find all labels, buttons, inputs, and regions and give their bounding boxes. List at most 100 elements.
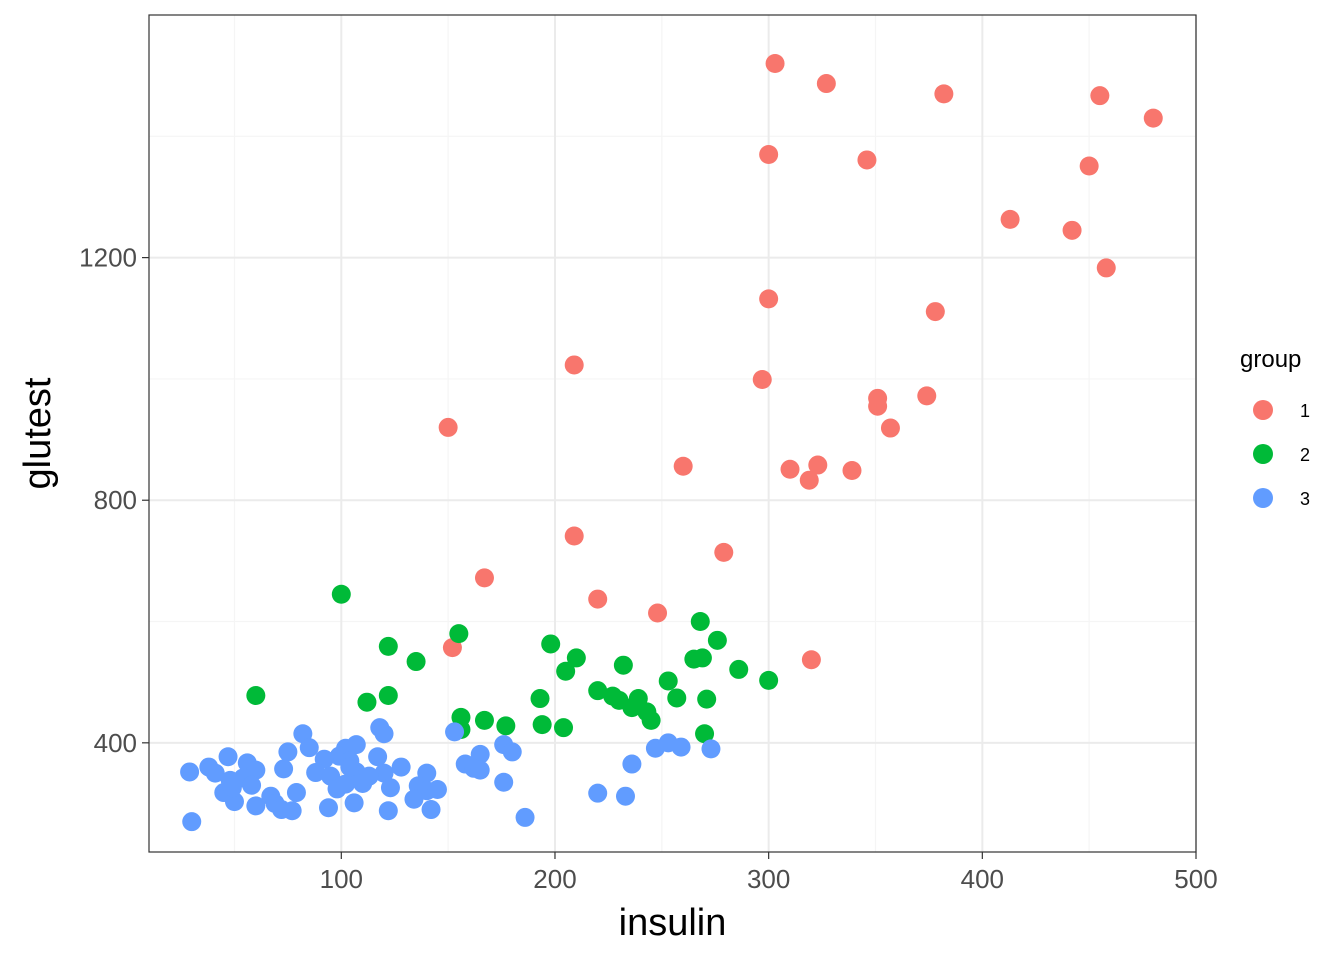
data-point [336, 774, 356, 794]
series-2 [246, 584, 779, 744]
data-point [588, 783, 608, 803]
data-point [205, 763, 225, 783]
data-point [1090, 86, 1110, 106]
data-point [588, 681, 608, 701]
data-point [880, 418, 900, 438]
y-tick-label: 1200 [79, 243, 137, 273]
data-point [658, 671, 678, 691]
series-1 [438, 54, 1163, 670]
data-point [808, 455, 828, 475]
data-point [218, 747, 238, 767]
data-point [515, 807, 535, 827]
data-point [714, 542, 734, 562]
data-point [1079, 156, 1099, 176]
data-point [438, 417, 458, 437]
y-axis-title: glutest [17, 377, 59, 489]
data-point [282, 801, 302, 821]
data-point [690, 612, 710, 632]
data-point [1096, 258, 1116, 278]
legend-item-1: 1 [1253, 400, 1310, 421]
data-point [494, 772, 514, 792]
data-point [182, 812, 202, 832]
data-point [667, 688, 687, 708]
data-point [842, 460, 862, 480]
data-point [917, 386, 937, 406]
data-point [380, 778, 400, 798]
data-point [615, 786, 635, 806]
data-point [224, 792, 244, 812]
legend-label: 1 [1300, 401, 1310, 421]
data-point [331, 584, 351, 604]
data-point [378, 686, 398, 706]
data-point [752, 370, 772, 390]
x-tick-label: 300 [747, 864, 790, 894]
data-point [496, 716, 516, 736]
data-point [274, 759, 294, 779]
data-point [707, 630, 727, 650]
data-point [799, 470, 819, 490]
y-tick-label: 400 [94, 728, 137, 758]
data-point [532, 715, 552, 735]
data-point [588, 589, 608, 609]
data-point [556, 661, 576, 681]
data-point [1062, 220, 1082, 240]
data-point [671, 737, 691, 757]
data-point [502, 742, 522, 762]
data-point [541, 634, 561, 654]
data-point [306, 763, 326, 783]
legend-key [1253, 488, 1273, 508]
data-point [566, 648, 586, 668]
x-tick-label: 100 [320, 864, 363, 894]
data-point [344, 793, 364, 813]
data-point [695, 724, 715, 744]
data-point [359, 766, 379, 786]
x-axis-title: insulin [619, 902, 727, 944]
axis-ticks: 100 200 300 400 500 400 800 1200 [79, 243, 1218, 894]
data-points [180, 54, 1163, 832]
data-point [648, 603, 668, 623]
data-point [759, 145, 779, 164]
data-point [421, 800, 441, 820]
legend: group 1 2 3 [1240, 346, 1310, 509]
data-point [246, 686, 266, 706]
data-point [474, 568, 494, 588]
data-point [357, 692, 377, 712]
data-point [1000, 209, 1020, 229]
legend-item-3: 3 [1253, 488, 1310, 509]
data-point [299, 738, 319, 758]
data-point [222, 778, 242, 798]
data-point [374, 724, 394, 744]
data-point [470, 760, 490, 780]
legend-item-2: 2 [1253, 444, 1310, 465]
data-point [445, 722, 465, 742]
data-point [564, 526, 584, 546]
data-point [729, 659, 749, 679]
data-point [622, 754, 642, 774]
data-point [780, 459, 800, 479]
data-point [449, 624, 469, 644]
legend-key [1253, 444, 1273, 464]
data-point [391, 757, 411, 777]
data-point [474, 710, 494, 730]
data-point [641, 710, 661, 730]
legend-label: 3 [1300, 489, 1310, 509]
data-point [816, 74, 836, 94]
data-point [857, 150, 877, 170]
legend-items: 1 2 3 [1253, 400, 1310, 509]
data-point [564, 355, 584, 375]
data-point [530, 689, 550, 709]
data-point [925, 302, 945, 322]
data-point [368, 747, 388, 767]
data-point [613, 655, 633, 675]
plot-panel-border [148, 14, 1197, 853]
data-point [622, 698, 642, 718]
data-point [406, 652, 426, 672]
data-point [318, 798, 338, 818]
data-point [868, 396, 888, 416]
data-point [378, 636, 398, 656]
data-point [242, 775, 262, 795]
x-tick-label: 200 [533, 864, 576, 894]
data-point [701, 739, 721, 759]
data-point [246, 796, 266, 816]
